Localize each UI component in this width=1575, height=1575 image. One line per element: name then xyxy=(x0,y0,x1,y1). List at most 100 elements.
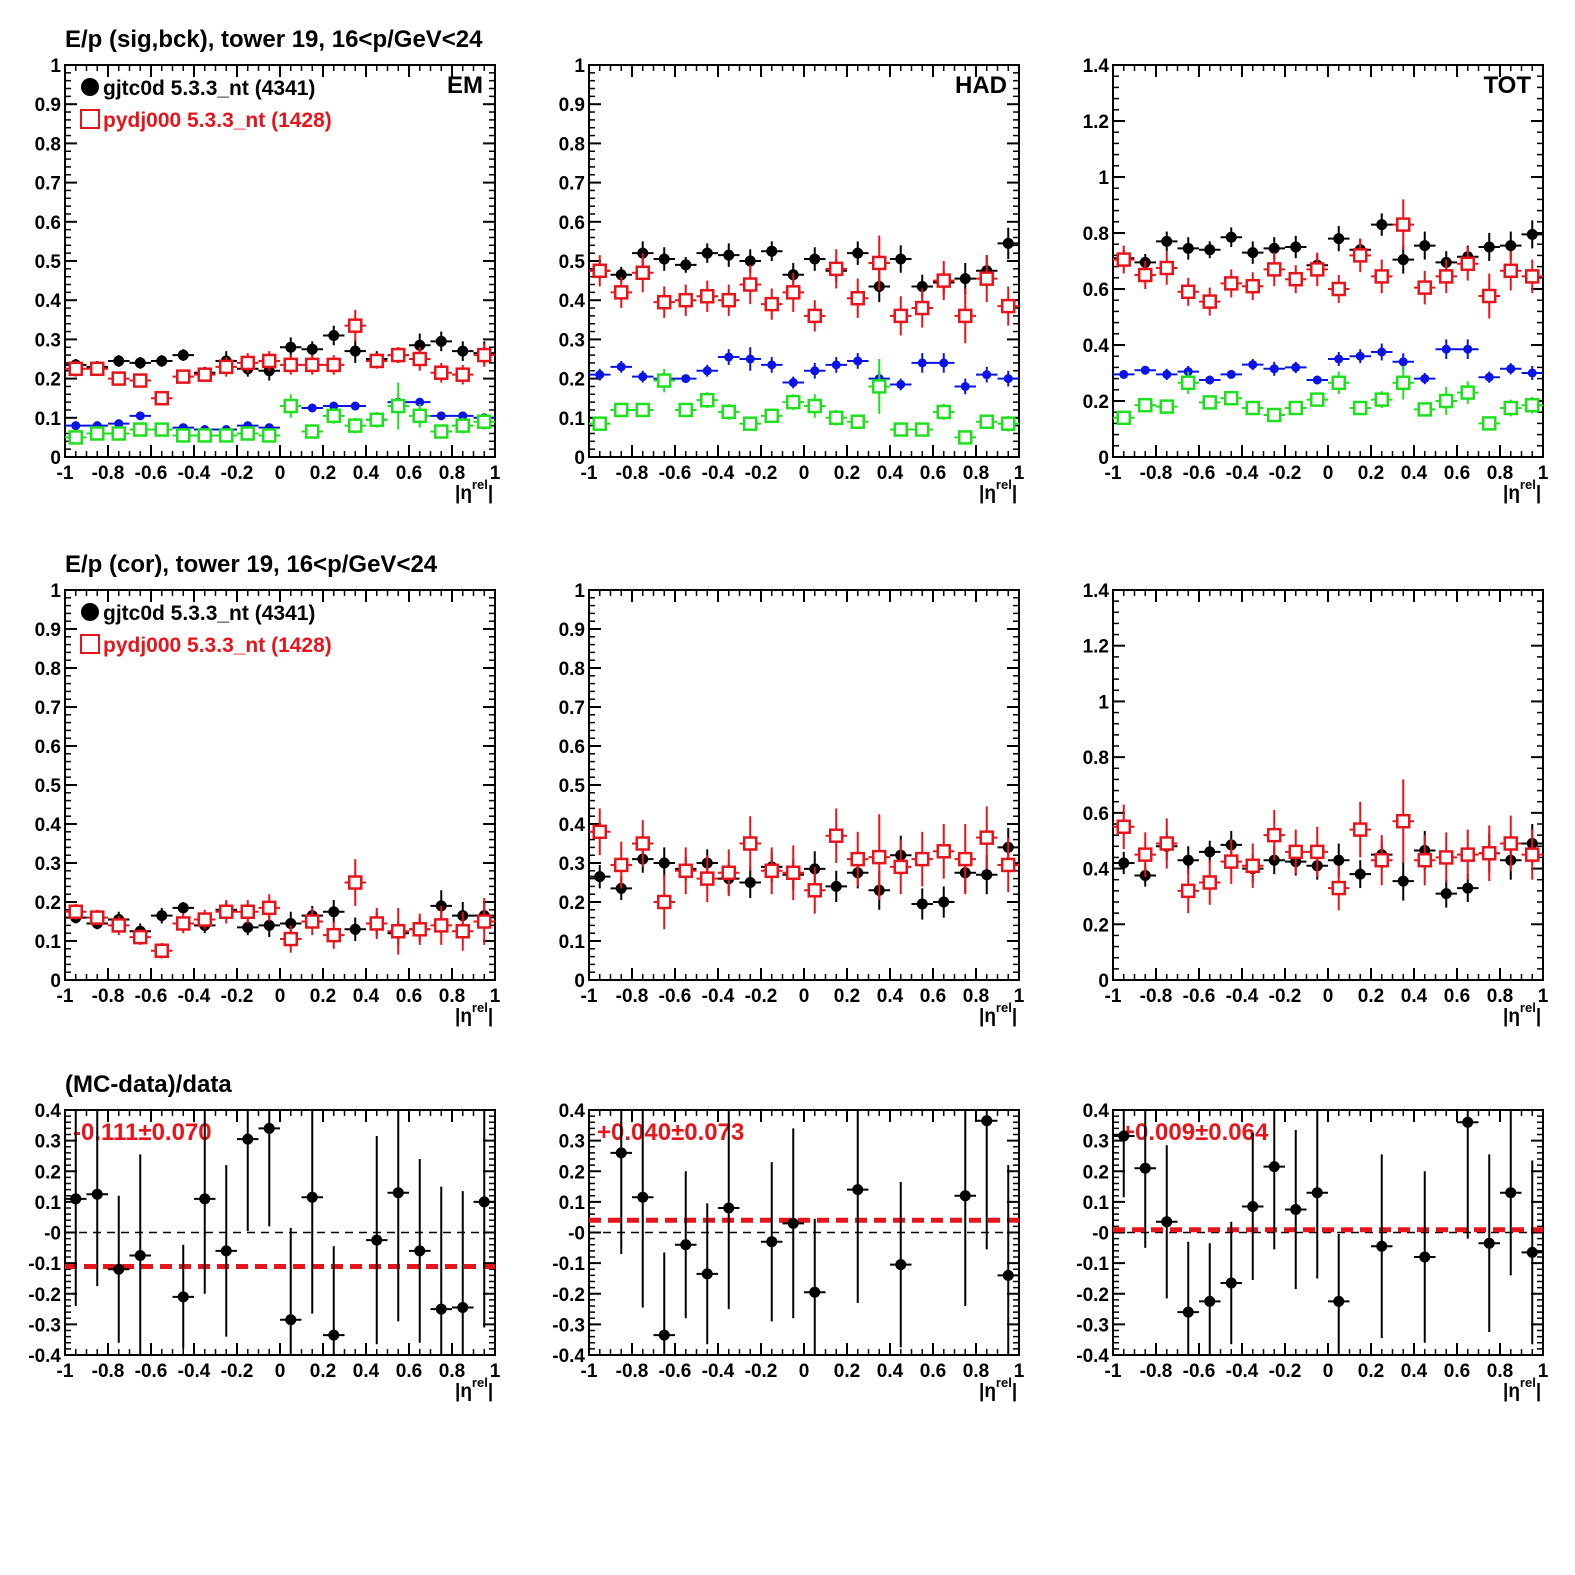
data-point-square xyxy=(369,412,384,428)
legend-label: gjtc0d 5.3.3_nt (4341) xyxy=(103,602,315,625)
data-point-square xyxy=(1001,298,1016,314)
x-tick-label: -0.4 xyxy=(702,463,735,484)
panel-r1c0: E/p (cor), tower 19, 16<p/GeV<24 -1 -0.8 -0… xyxy=(35,551,501,1027)
data-point-dot xyxy=(917,358,927,368)
data-point-square xyxy=(1417,402,1432,417)
x-tick-label: -0.6 xyxy=(1183,1361,1216,1382)
data-point-dot xyxy=(1140,365,1150,375)
data-point-square xyxy=(850,290,865,306)
data-point-square xyxy=(1439,393,1454,409)
data-point-circle xyxy=(1139,1162,1151,1174)
legend-marker-circle xyxy=(81,603,99,621)
y-tick-label: 0.4 xyxy=(559,815,586,836)
data-point-square xyxy=(1224,276,1239,291)
data-point-square xyxy=(743,836,758,851)
y-tick-label: 0.2 xyxy=(35,1162,61,1183)
data-point-square xyxy=(829,261,844,277)
data-point-square xyxy=(1460,256,1475,272)
data-point-square xyxy=(1374,392,1389,407)
data-point-square xyxy=(1396,375,1411,391)
data-point-square xyxy=(455,367,470,382)
data-point-square xyxy=(434,365,449,380)
data-point-square xyxy=(1482,846,1497,861)
data-point-square xyxy=(154,390,169,406)
data-point-circle xyxy=(435,1303,447,1315)
y-tick-label: 0.4 xyxy=(1083,1101,1110,1122)
data-point-square xyxy=(743,277,758,292)
data-point-circle xyxy=(1376,1240,1388,1252)
y-tick-label: 0.3 xyxy=(559,1132,585,1153)
data-point-square xyxy=(1503,836,1518,851)
data-point-circle xyxy=(1419,1251,1431,1263)
y-tick-label: 1.2 xyxy=(1083,112,1109,133)
x-tick-label: 0.4 xyxy=(877,463,904,484)
data-point-circle xyxy=(70,1193,82,1205)
data-point-circle xyxy=(263,919,275,931)
data-point-circle xyxy=(457,345,469,357)
y-tick-label: 0.3 xyxy=(35,1132,61,1153)
x-tick-label: 0.8 xyxy=(439,1361,465,1382)
data-point-square xyxy=(1267,407,1282,423)
data-point-dot xyxy=(724,352,734,362)
data-point-square xyxy=(1267,262,1282,277)
data-point-circle xyxy=(392,1187,404,1199)
y-tick-label: 1 xyxy=(1098,168,1109,189)
x-tick-label: -0.8 xyxy=(1140,986,1173,1007)
series-points xyxy=(65,382,495,445)
y-tick-label: -0.3 xyxy=(28,1315,61,1336)
data-point-square xyxy=(111,426,126,441)
plot-frame xyxy=(1112,589,1544,981)
data-point-square xyxy=(305,424,320,439)
data-point-square xyxy=(68,361,83,377)
x-tick-label: 0.8 xyxy=(1487,1361,1513,1382)
data-point-square xyxy=(133,373,148,388)
y-tick-label: -0.3 xyxy=(1076,1315,1109,1336)
data-point-square xyxy=(1417,852,1432,868)
data-point-square xyxy=(154,943,169,958)
data-point-square xyxy=(678,292,693,308)
y-tick-label: -0.3 xyxy=(552,1315,585,1336)
y-tick-label: 0.1 xyxy=(35,1193,62,1214)
data-point-square xyxy=(1353,400,1368,416)
data-point-square xyxy=(807,398,822,414)
data-point-circle xyxy=(1225,1277,1237,1289)
data-point-square xyxy=(348,318,363,333)
x-tick-label: -0.2 xyxy=(221,463,254,484)
data-point-square xyxy=(958,308,973,324)
data-point-square xyxy=(1331,281,1346,297)
data-point-square xyxy=(1482,416,1497,431)
data-point-square xyxy=(1116,819,1131,835)
data-point-circle xyxy=(1002,237,1014,249)
x-tick-label: -0.4 xyxy=(702,1361,735,1382)
data-point-square xyxy=(979,414,994,429)
data-point-dot xyxy=(1506,364,1516,374)
corner-label: EM xyxy=(447,72,483,99)
y-tick-label: -0.4 xyxy=(1076,1346,1109,1367)
data-point-circle xyxy=(680,259,692,271)
data-point-square xyxy=(1138,397,1153,413)
data-point-square xyxy=(872,255,887,271)
data-point-square xyxy=(348,418,363,433)
data-point-circle xyxy=(134,357,146,369)
data-point-square xyxy=(893,308,908,324)
data-point-square xyxy=(958,430,973,445)
x-tick-label: -0.8 xyxy=(616,1361,649,1382)
data-point-square xyxy=(979,830,994,845)
x-tick-label: -0.4 xyxy=(1226,463,1259,484)
x-tick-label: -0.4 xyxy=(702,986,735,1007)
data-point-square xyxy=(1001,857,1016,873)
data-point-square xyxy=(1310,392,1325,407)
data-point-circle xyxy=(1505,1187,1517,1199)
data-point-dot xyxy=(1441,344,1451,354)
data-point-dot xyxy=(595,370,605,380)
y-tick-label: 0.2 xyxy=(35,370,61,391)
data-point-dot xyxy=(1312,375,1322,385)
series-points xyxy=(1113,1110,1543,1355)
x-axis-label: |ηrel| xyxy=(455,477,493,504)
data-point-square xyxy=(743,416,758,431)
x-tick-label: 0.4 xyxy=(877,1361,904,1382)
y-tick-label: 0.1 xyxy=(559,409,586,430)
x-tick-label: -0.2 xyxy=(1269,1361,1302,1382)
data-point-square xyxy=(936,273,951,288)
